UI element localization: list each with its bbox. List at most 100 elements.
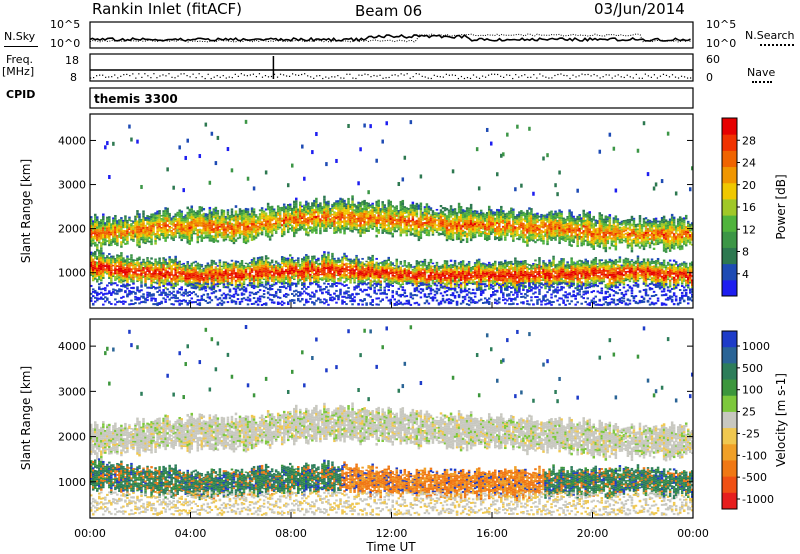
power-cell — [321, 206, 324, 208]
power-cell — [232, 223, 236, 227]
power-cell — [355, 293, 358, 296]
power-cell — [102, 236, 105, 239]
power-cell — [387, 207, 390, 210]
power-cell — [266, 281, 270, 284]
power-cell — [190, 272, 194, 275]
power-cell — [140, 282, 143, 284]
nave-point — [307, 75, 309, 77]
power-cell — [288, 283, 292, 286]
nave-point — [680, 75, 683, 77]
power-cell — [168, 280, 171, 283]
power-cell — [224, 272, 228, 275]
power-cell — [361, 278, 364, 280]
power-cell — [359, 261, 362, 263]
power-cell — [268, 273, 272, 275]
power-cell — [331, 203, 334, 206]
power-cell — [110, 240, 113, 243]
power-cell — [349, 227, 352, 230]
power-cell — [196, 264, 200, 267]
power-cell — [349, 205, 352, 208]
power-cell — [200, 274, 204, 276]
nave-point — [593, 73, 595, 76]
power-cell — [305, 228, 308, 231]
power-cell — [172, 185, 175, 190]
nave-point — [602, 76, 604, 78]
power-cell — [315, 258, 318, 261]
power-cell — [118, 229, 121, 231]
power-cell — [116, 223, 119, 226]
power-cell — [138, 277, 141, 280]
power-cell — [268, 220, 272, 224]
power-cell — [331, 279, 334, 282]
power-cell — [130, 260, 133, 263]
power-cell — [156, 302, 159, 305]
power-cell — [182, 217, 185, 220]
power-cell — [134, 302, 137, 305]
power-cell — [94, 289, 97, 292]
power-cell — [226, 266, 230, 269]
power-cell — [331, 221, 334, 224]
power-cell — [100, 247, 103, 250]
power-cell — [391, 294, 395, 297]
power-cell — [106, 223, 109, 226]
power-cell — [299, 208, 302, 211]
freq-panel-lines — [90, 56, 693, 80]
power-cell — [351, 213, 354, 217]
power-cell — [98, 240, 101, 242]
power-cell — [176, 219, 179, 222]
power-cell — [337, 268, 340, 271]
power-cell — [397, 212, 401, 215]
power-cell — [188, 237, 191, 240]
power-cell — [164, 269, 167, 272]
power-cell — [343, 257, 346, 260]
power-cell — [136, 289, 139, 292]
power-cell — [345, 255, 348, 258]
power-cell — [148, 233, 151, 235]
power-cell — [156, 270, 159, 272]
power-cell — [381, 266, 384, 268]
power-cell — [170, 267, 173, 270]
power-cell — [202, 298, 206, 301]
power-cell — [132, 273, 135, 275]
power-cell — [327, 212, 330, 215]
power-cell — [357, 258, 360, 261]
power-cell — [90, 262, 93, 264]
power-cell — [260, 281, 264, 284]
power-cell — [232, 271, 236, 273]
power-cell — [246, 265, 250, 267]
power-cell — [353, 299, 356, 302]
power-cell — [138, 245, 141, 248]
power-cell — [293, 278, 296, 281]
power-cell — [244, 228, 248, 232]
power-cell — [297, 219, 300, 222]
power-cell — [108, 231, 111, 234]
power-cell — [329, 278, 332, 281]
power-cell — [383, 206, 386, 209]
power-cell — [128, 264, 131, 267]
power-cell — [367, 219, 370, 222]
power-cell — [337, 211, 340, 214]
power-cell — [335, 301, 338, 304]
power-cell — [134, 273, 137, 275]
power-cell — [190, 218, 194, 221]
power-cell — [319, 229, 322, 232]
power-cell — [138, 279, 141, 282]
power-cell — [252, 277, 256, 280]
power-cell — [282, 212, 286, 215]
power-cell — [224, 270, 228, 273]
power-cell — [331, 225, 334, 227]
nave-point — [524, 74, 526, 76]
power-cell — [335, 272, 338, 274]
power-cell — [186, 261, 189, 263]
power-cell — [288, 288, 292, 291]
power-cell — [262, 271, 266, 274]
power-cell — [162, 230, 165, 233]
power-cell — [288, 265, 292, 268]
power-cell — [353, 220, 356, 223]
power-cell — [321, 212, 324, 214]
power-cell — [120, 272, 123, 275]
power-cell — [98, 292, 101, 295]
power-cell — [218, 289, 222, 292]
power-cell — [174, 266, 177, 270]
power-cell — [174, 236, 177, 238]
